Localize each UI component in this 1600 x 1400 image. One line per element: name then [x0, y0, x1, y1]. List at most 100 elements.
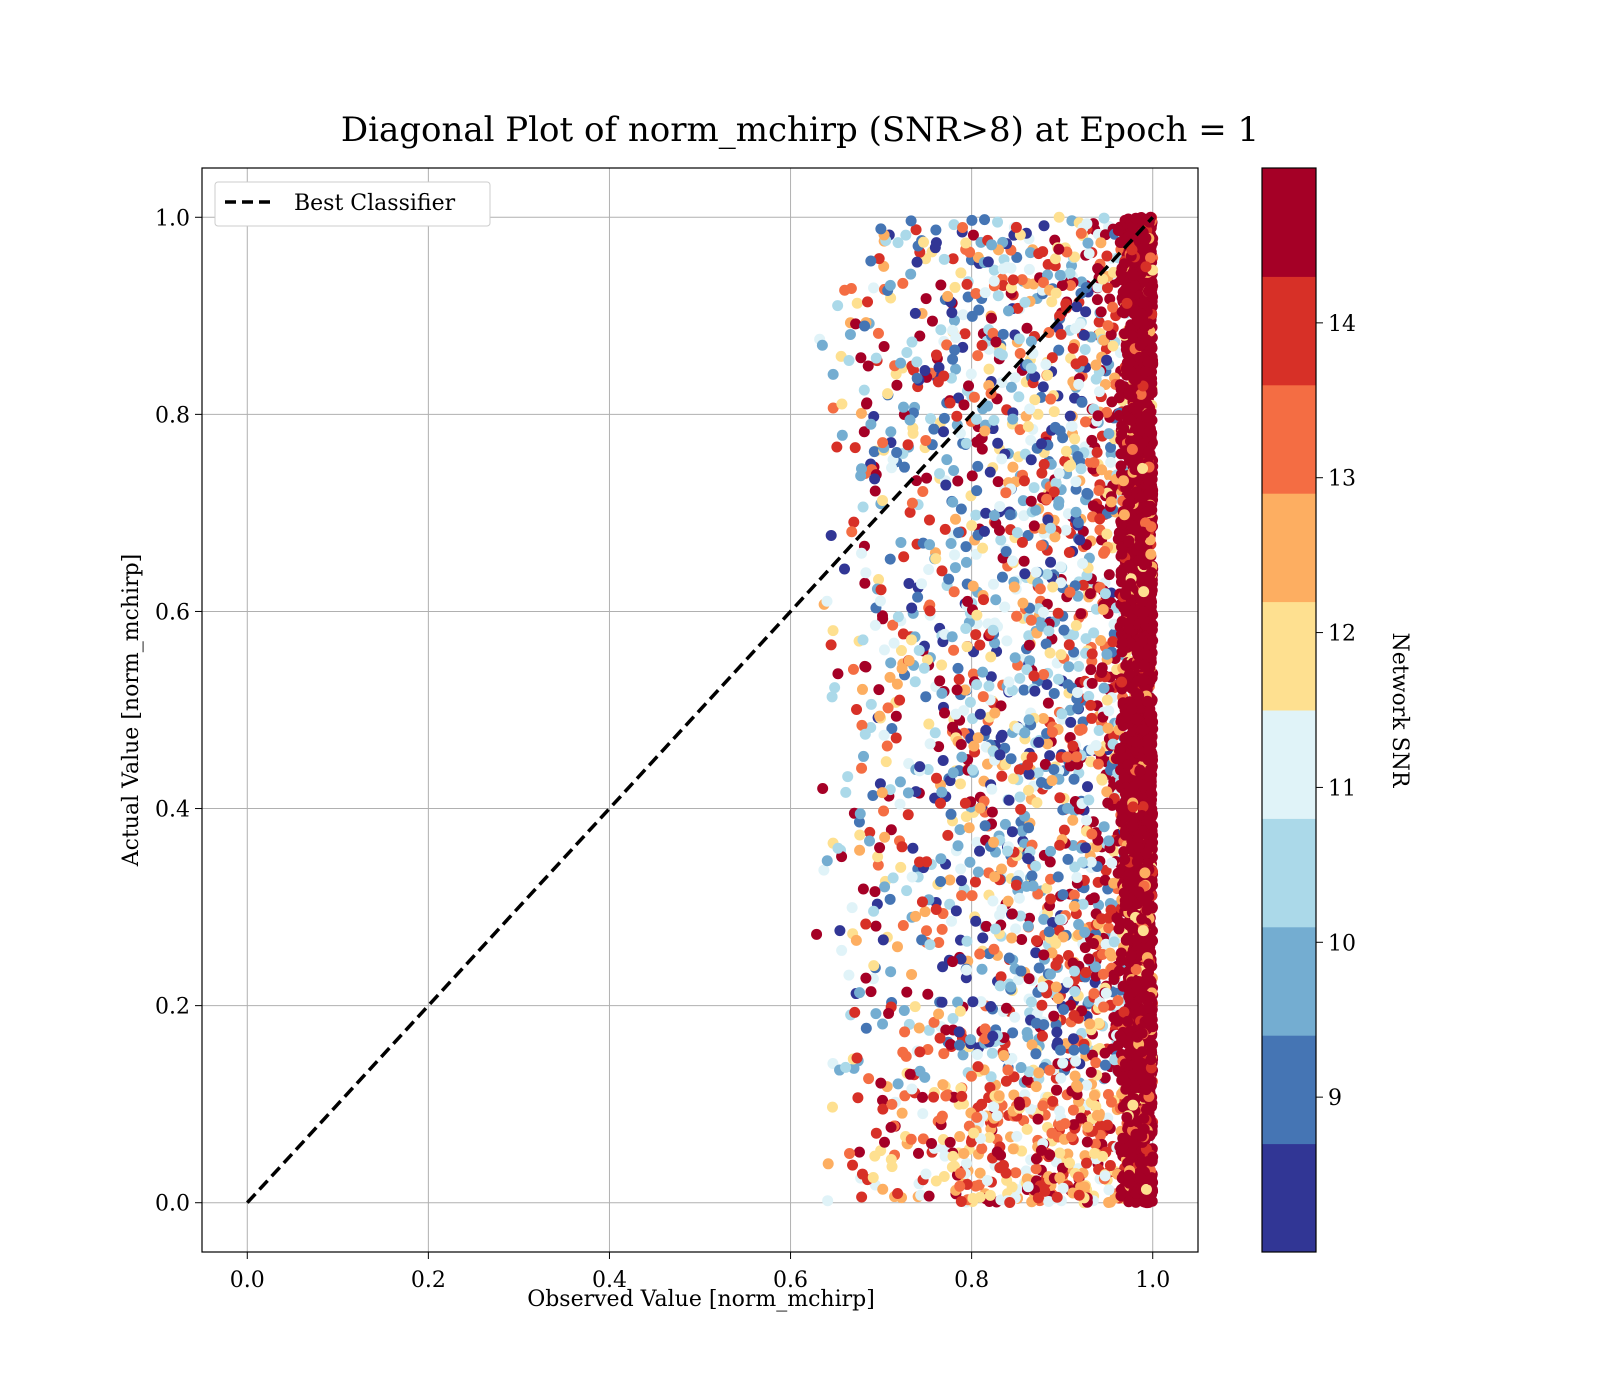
scatter-point: [1141, 968, 1153, 980]
scatter-point: [821, 855, 833, 867]
scatter-point: [1115, 947, 1127, 959]
scatter-point: [936, 923, 948, 935]
scatter-point: [1098, 547, 1110, 559]
scatter-point: [877, 613, 889, 625]
scatter-point: [1025, 434, 1037, 446]
scatter-point: [920, 925, 932, 937]
scatter-point: [923, 718, 935, 730]
scatter-point: [988, 943, 1000, 955]
scatter-point: [951, 410, 963, 422]
scatter-point: [1116, 428, 1128, 440]
scatter-point: [985, 651, 997, 663]
scatter-point: [1099, 1047, 1111, 1059]
scatter-point: [1011, 610, 1023, 622]
scatter-point: [1101, 406, 1113, 418]
scatter-point: [1038, 458, 1050, 470]
scatter-point: [959, 328, 971, 340]
scatter-point: [1065, 716, 1077, 728]
scatter-point: [1046, 1127, 1058, 1139]
scatter-point: [1092, 410, 1104, 422]
scatter-point: [1119, 284, 1131, 296]
scatter-point: [878, 1136, 890, 1148]
scatter-point: [988, 275, 1000, 287]
scatter-point: [1025, 247, 1037, 259]
scatter-point: [919, 364, 931, 376]
scatter-point: [922, 764, 934, 776]
scatter-point: [878, 805, 890, 817]
scatter-point: [948, 464, 960, 476]
scatter-point: [1082, 237, 1094, 249]
scatter-point: [1094, 513, 1106, 525]
scatter-point: [1015, 965, 1027, 977]
scatter-point: [1031, 797, 1043, 809]
scatter-point: [877, 1018, 889, 1030]
scatter-point: [855, 470, 867, 482]
scatter-point: [1030, 1017, 1042, 1029]
scatter-point: [1083, 794, 1095, 806]
scatter-point: [1082, 488, 1094, 500]
scatter-point: [938, 412, 950, 424]
scatter-point: [1048, 687, 1060, 699]
scatter-point: [1081, 1136, 1093, 1148]
scatter-point: [1007, 461, 1019, 473]
scatter-point: [1063, 661, 1075, 673]
scatter-point: [1048, 1010, 1060, 1022]
scatter-point: [844, 328, 856, 340]
scatter-point: [991, 1146, 1003, 1158]
scatter-point: [891, 678, 903, 690]
scatter-point: [1086, 648, 1098, 660]
scatter-point: [1085, 664, 1097, 676]
scatter-point: [1113, 965, 1125, 977]
scatter-point: [1054, 839, 1066, 851]
scatter-point: [970, 629, 982, 641]
scatter-point: [1040, 638, 1052, 650]
scatter-point: [992, 216, 1004, 228]
scatter-point: [1146, 384, 1158, 396]
scatter-point: [1135, 388, 1147, 400]
scatter-point: [870, 1127, 882, 1139]
scatter-point: [1116, 646, 1128, 658]
scatter-point: [1068, 1010, 1080, 1022]
scatter-point: [843, 969, 855, 981]
scatter-point: [910, 475, 922, 487]
scatter-point: [1086, 828, 1098, 840]
scatter-point: [1066, 420, 1078, 432]
scatter-point: [872, 859, 884, 871]
scatter-point: [1095, 306, 1107, 318]
scatter-point: [958, 399, 970, 411]
scatter-point: [899, 1090, 911, 1102]
scatter-point: [1112, 225, 1124, 237]
scatter-point: [1123, 623, 1135, 635]
scatter-point: [1037, 606, 1049, 618]
scatter-point: [1120, 588, 1132, 600]
scatter-point: [977, 542, 989, 554]
scatter-point: [969, 876, 981, 888]
scatter-point: [1007, 555, 1019, 567]
scatter-point: [860, 972, 872, 984]
scatter-point: [1057, 889, 1069, 901]
scatter-point: [1104, 293, 1116, 305]
scatter-point: [898, 551, 910, 563]
scatter-point: [896, 1107, 908, 1119]
scatter-point: [967, 1192, 979, 1204]
scatter-point: [902, 809, 914, 821]
scatter-point: [897, 628, 909, 640]
scatter-point: [1014, 424, 1026, 436]
chart-title: Diagonal Plot of norm_mchirp (SNR>8) at …: [341, 110, 1259, 150]
scatter-point: [974, 802, 986, 814]
scatter-point: [1116, 518, 1128, 530]
scatter-point: [1095, 635, 1107, 647]
scatter-point: [913, 1022, 925, 1034]
scatter-point: [1123, 1177, 1135, 1189]
scatter-point: [967, 229, 979, 241]
scatter-point: [984, 1081, 996, 1093]
scatter-point: [1023, 822, 1035, 834]
scatter-point: [1096, 773, 1108, 785]
scatter-point: [1042, 697, 1054, 709]
scatter-point: [1003, 305, 1015, 317]
scatter-point: [958, 1148, 970, 1160]
scatter-point: [965, 368, 977, 380]
scatter-point: [965, 1034, 977, 1046]
scatter-point: [933, 937, 945, 949]
scatter-point: [888, 637, 900, 649]
